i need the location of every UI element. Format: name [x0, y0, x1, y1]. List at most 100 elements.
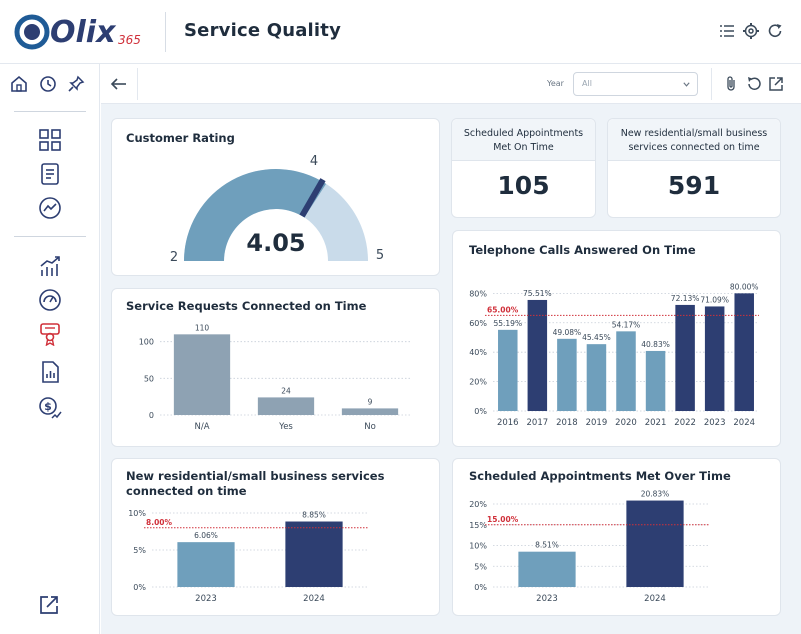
x-tick-label: 2024 [644, 594, 666, 604]
bar [626, 500, 684, 587]
appointments-over-time-chart: 0% 5% 10% 15% 20% 8.51% 2023 20.83% 2024 15.00% [469, 490, 709, 604]
bar [341, 408, 399, 415]
kpi-services-value: 591 [667, 171, 721, 200]
y-tick-label: 40% [469, 348, 487, 357]
quality-award-icon[interactable] [38, 322, 62, 346]
service-requests-card: Service Requests Connected on Time 0 50 10… [111, 288, 440, 447]
y-tick-label: 20% [469, 378, 487, 387]
bar-value-label: 24 [281, 386, 291, 395]
x-tick-label: 2024 [303, 594, 325, 604]
analytics-report-icon[interactable] [38, 360, 62, 384]
bar [645, 350, 666, 411]
gauge-min-label: 2 [170, 250, 178, 265]
bar-value-label: 9 [368, 397, 373, 406]
y-tick-label: 0% [474, 583, 487, 592]
kpi-appointments-card: Scheduled Appointments Met On Time 105 [451, 118, 596, 218]
customer-rating-card: Customer Rating 4.05 2 5 4 [111, 118, 440, 276]
telephone-calls-chart: 0% 20% 40% 60% 80% 55.19% 2016 75.51% 2017 49.08%… [469, 282, 759, 428]
bar [675, 304, 695, 411]
target-label: 15.00% [487, 515, 519, 524]
kpi-services-title: New residential/small business services … [608, 119, 780, 161]
history-clock-icon[interactable] [38, 74, 58, 94]
trend-circle-icon[interactable] [38, 196, 62, 220]
sidebar-separator [14, 236, 86, 237]
gear-icon[interactable] [742, 22, 760, 40]
speedometer-icon[interactable] [38, 288, 62, 312]
y-tick-label: 10% [128, 509, 146, 518]
bar [173, 334, 231, 415]
chevron-down-icon [683, 82, 690, 87]
kpi-appointments-title: Scheduled Appointments Met On Time [452, 119, 595, 161]
growth-chart-icon[interactable] [38, 254, 62, 278]
sidebar: $ [0, 64, 100, 634]
refresh-icon[interactable] [766, 22, 784, 40]
bar [285, 521, 343, 587]
y-tick-label: 80% [469, 289, 487, 298]
x-tick-label: 2024 [733, 418, 755, 428]
year-filter-select[interactable]: All [573, 72, 698, 96]
x-tick-label: 2016 [497, 418, 519, 428]
service-requests-title: Service Requests Connected on Time [126, 299, 367, 313]
bar-value-label: 80.00% [730, 282, 759, 291]
x-tick-label: Yes [278, 422, 293, 432]
kpi-appointments-value: 105 [497, 171, 550, 200]
new-services-card: New residential/small business services … [111, 458, 440, 616]
bar [527, 299, 548, 411]
appointments-over-time-title: Scheduled Appointments Met Over Time [469, 469, 731, 483]
x-tick-label: 2019 [586, 418, 608, 428]
telephone-calls-title: Telephone Calls Answered On Time [469, 243, 696, 257]
bar-value-label: 8.85% [302, 511, 326, 520]
x-tick-label: No [364, 422, 376, 432]
back-arrow-icon[interactable] [109, 74, 129, 94]
dashboard-grid-icon[interactable] [38, 128, 62, 152]
bar [177, 542, 235, 587]
bar [704, 306, 725, 411]
home-icon[interactable] [9, 74, 29, 94]
y-tick-label: 5% [133, 546, 146, 555]
x-tick-label: 2022 [674, 418, 696, 428]
x-tick-label: 2023 [195, 594, 217, 604]
new-services-title: New residential/small business services … [126, 469, 385, 498]
x-tick-label: 2020 [615, 418, 637, 428]
gauge-value: 4.05 [246, 229, 305, 257]
external-link-icon[interactable] [38, 594, 60, 616]
bar-value-label: 45.45% [582, 333, 611, 342]
list-icon[interactable] [718, 22, 736, 40]
logo-ring-icon [14, 14, 50, 50]
gauge-fill [184, 168, 327, 261]
logo-suffix: 365 [118, 33, 141, 47]
bar [734, 293, 754, 411]
reset-icon[interactable] [745, 75, 763, 93]
olix-logo[interactable]: Olix 365 [14, 10, 154, 54]
bar-value-label: 8.51% [535, 541, 559, 550]
y-tick-label: 0% [474, 407, 487, 416]
report-document-icon[interactable] [38, 162, 62, 186]
bar-value-label: 72.13% [671, 294, 700, 303]
x-tick-label: 2023 [704, 418, 726, 428]
bar-value-label: 20.83% [641, 490, 670, 499]
y-tick-label: 10% [469, 542, 487, 551]
pin-icon[interactable] [66, 74, 86, 94]
revenue-growth-icon[interactable]: $ [38, 396, 62, 420]
bar [257, 397, 315, 415]
x-tick-label: 2023 [536, 594, 558, 604]
bar [518, 551, 576, 587]
open-external-icon[interactable] [767, 75, 785, 93]
toolbar-separator [137, 68, 138, 100]
gauge-target-label: 4 [310, 154, 318, 169]
toolbar-separator [711, 68, 712, 100]
x-tick-label: 2018 [556, 418, 578, 428]
header-divider [165, 12, 166, 52]
year-filter-value: All [582, 79, 592, 88]
telephone-calls-card: Telephone Calls Answered On Time 0% 20% 40… [452, 230, 781, 447]
year-filter-label: Year [547, 79, 564, 88]
target-label: 65.00% [487, 305, 519, 314]
bar [498, 329, 518, 411]
attachment-icon[interactable] [723, 75, 741, 93]
gauge-max-label: 5 [376, 248, 384, 263]
x-tick-label: 2017 [527, 418, 549, 428]
y-tick-label: 15% [469, 521, 487, 530]
y-tick-label: 0% [133, 583, 146, 592]
kpi-services-card: New residential/small business services … [607, 118, 781, 218]
logo-text: Olix [50, 15, 117, 50]
